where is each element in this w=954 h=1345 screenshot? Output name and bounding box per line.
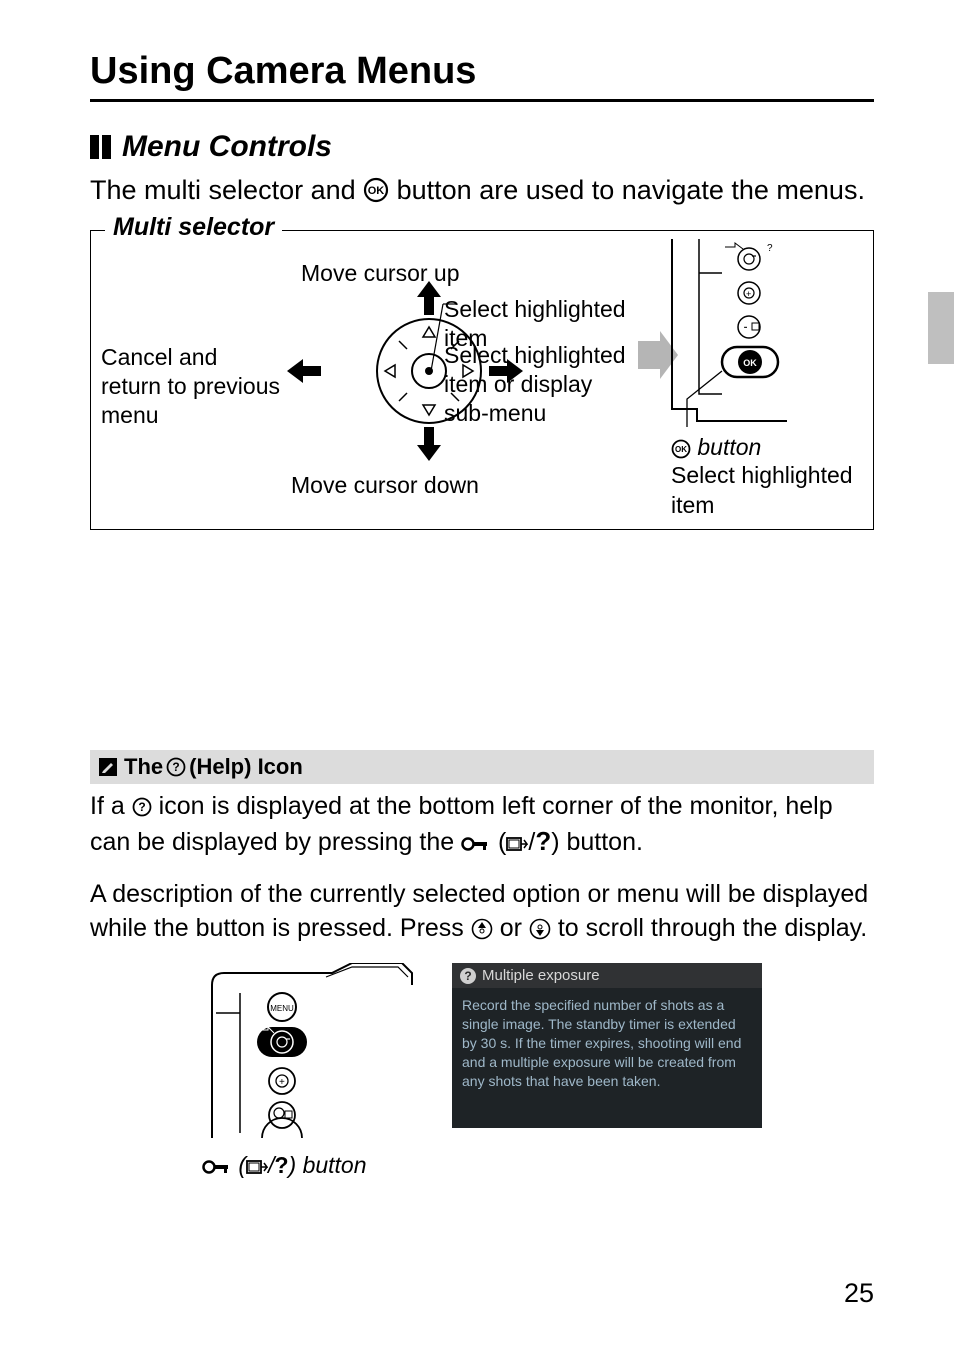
question-bold-icon: ? bbox=[535, 826, 551, 856]
note-p2-c: to scroll through the display. bbox=[551, 914, 867, 942]
label-move-down: Move cursor down bbox=[291, 471, 479, 500]
bottom-caption-text: ) button bbox=[289, 1152, 367, 1178]
help-button-caption: (/?) button bbox=[202, 1152, 422, 1179]
note-body: If a ? icon is displayed at the bottom l… bbox=[90, 790, 874, 945]
ok-button-desc: Select highlighted item bbox=[671, 461, 867, 521]
pencil-icon bbox=[98, 757, 118, 777]
multi-selector-diagram: Multi selector Move cursor up Cancel and… bbox=[90, 230, 874, 530]
camera-help-button-illustration: MENU ? + (/?) button bbox=[202, 963, 422, 1179]
help-screen-body: Record the specified number of shots as … bbox=[452, 988, 762, 1128]
lock-key-icon bbox=[202, 1158, 232, 1176]
svg-text:?: ? bbox=[767, 243, 773, 254]
svg-text:?: ? bbox=[302, 1025, 307, 1035]
note-p2-b: or bbox=[493, 914, 529, 942]
protect-icon bbox=[506, 835, 528, 853]
ok-icon: OK bbox=[363, 177, 389, 203]
note-heading: The ? (Help) Icon bbox=[90, 750, 874, 784]
page: Using Camera Menus Menu Controls The mul… bbox=[0, 0, 954, 1345]
bottom-illustrations: MENU ? + (/?) button bbox=[90, 963, 874, 1179]
label-cancel: Cancel and return to previous menu bbox=[93, 343, 283, 429]
svg-text:+: + bbox=[279, 1077, 285, 1088]
svg-text:OK: OK bbox=[675, 445, 687, 454]
note-heading-after: (Help) Icon bbox=[189, 754, 303, 780]
page-title: Using Camera Menus bbox=[90, 50, 874, 102]
side-tab bbox=[928, 292, 954, 364]
svg-text:⁃: ⁃ bbox=[743, 323, 748, 334]
dpad-up-icon bbox=[471, 918, 493, 940]
help-icon: ? bbox=[166, 757, 186, 777]
note-heading-before: The bbox=[124, 754, 163, 780]
camera-back-panel: ? + ⁃ OK OK button Select highlighted it… bbox=[667, 239, 867, 521]
section-heading-text: Menu Controls bbox=[122, 130, 332, 164]
svg-text:?: ? bbox=[138, 800, 145, 814]
protect-icon bbox=[246, 1158, 268, 1176]
dpad-down-icon bbox=[529, 918, 551, 940]
spacer bbox=[90, 560, 874, 750]
svg-text:?: ? bbox=[172, 760, 179, 774]
note-p1-a: If a bbox=[90, 792, 132, 820]
lock-key-icon bbox=[461, 835, 491, 853]
intro-text: The multi selector and OK button are use… bbox=[90, 172, 874, 208]
intro-before: The multi selector and bbox=[90, 175, 363, 205]
svg-text:MENU: MENU bbox=[270, 1004, 294, 1013]
heading-bars-icon bbox=[90, 135, 114, 159]
ok-icon-small: OK bbox=[671, 442, 691, 459]
help-icon: ? bbox=[132, 797, 152, 817]
help-qmark-icon: ? bbox=[460, 968, 476, 984]
help-screen-title-bar: ? Multiple exposure bbox=[452, 963, 762, 988]
multi-selector-legend: Multi selector bbox=[105, 213, 282, 242]
svg-text:OK: OK bbox=[743, 358, 757, 368]
svg-text:+: + bbox=[746, 289, 751, 299]
help-screen-title: Multiple exposure bbox=[482, 967, 600, 984]
arrow-down-icon bbox=[417, 427, 441, 461]
page-number: 25 bbox=[844, 1278, 874, 1309]
note-p1-e: ) button. bbox=[551, 828, 643, 856]
camera-back-illustration: ? + ⁃ OK bbox=[667, 239, 847, 429]
ok-button-label: button bbox=[691, 434, 761, 460]
arrow-left-icon bbox=[287, 359, 321, 383]
intro-after: button are used to navigate the menus. bbox=[389, 175, 865, 205]
connector-line bbox=[429, 286, 509, 376]
section-heading: Menu Controls bbox=[90, 130, 874, 164]
note-p1-c: ( bbox=[491, 828, 506, 856]
help-screen-preview: ? Multiple exposure Record the specified… bbox=[452, 963, 762, 1128]
svg-text:OK: OK bbox=[368, 185, 385, 197]
